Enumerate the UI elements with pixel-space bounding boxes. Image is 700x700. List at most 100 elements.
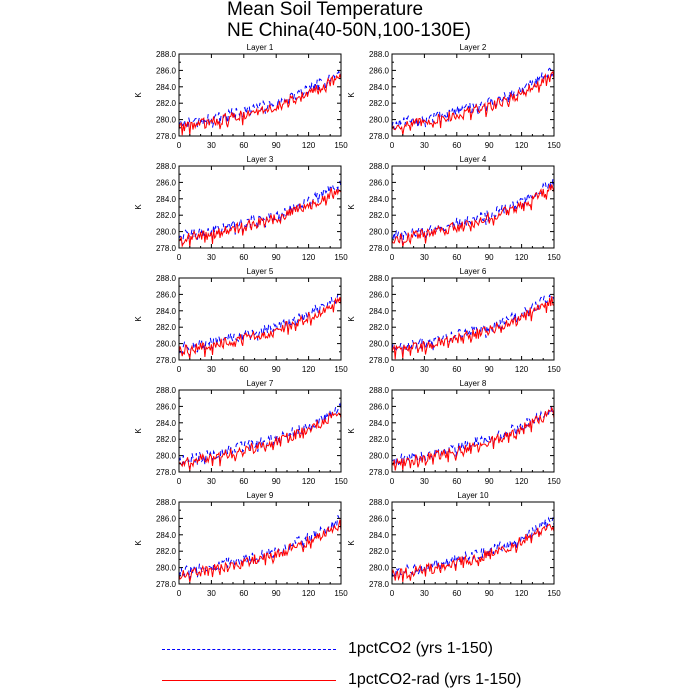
y-tick-label: 288.0 (369, 274, 390, 283)
series-line-2 (178, 411, 342, 471)
y-tick-label: 280.0 (156, 340, 177, 349)
series-line-2 (178, 297, 342, 359)
panel-5: Layer 5 0 30 60 90 120 150 278.0 280.0 282.0 284.0… (134, 267, 348, 374)
y-tick-label: 278.0 (156, 132, 177, 141)
x-tick-label: 30 (207, 477, 216, 486)
y-tick-label: 286.0 (156, 514, 177, 523)
x-tick-label: 60 (239, 253, 248, 262)
y-tick-label: 282.0 (369, 323, 390, 332)
y-tick-label: 282.0 (156, 435, 177, 444)
series-line-2 (391, 523, 555, 583)
x-tick-label: 90 (485, 589, 494, 598)
x-tick-label: 30 (420, 365, 429, 374)
y-tick-label: 280.0 (156, 452, 177, 461)
y-tick-label: 286.0 (156, 178, 177, 187)
x-tick-label: 0 (390, 589, 395, 598)
series-line-2 (391, 405, 555, 471)
y-tick-label: 286.0 (369, 178, 390, 187)
x-tick-label: 0 (390, 253, 395, 262)
series-line-2 (178, 187, 342, 248)
x-tick-label: 60 (452, 589, 461, 598)
x-tick-label: 120 (515, 589, 529, 598)
panel-1: Layer 1 0 30 60 90 120 150 278.0 280.0 282.0 284.0… (134, 43, 348, 150)
y-axis-label: K (134, 92, 143, 98)
y-tick-label: 280.0 (156, 228, 177, 237)
series-line-1 (178, 402, 342, 469)
plot-frame (391, 389, 555, 473)
y-axis-label: K (134, 540, 143, 546)
y-tick-label: 278.0 (156, 580, 177, 589)
y-axis-label: K (347, 428, 356, 434)
panel-4: Layer 4 0 30 60 90 120 150 278.0 280.0 282.0 284.0… (347, 155, 561, 262)
x-tick-label: 0 (177, 589, 182, 598)
y-tick-label: 280.0 (369, 228, 390, 237)
y-tick-label: 284.0 (369, 531, 390, 540)
x-tick-label: 60 (452, 477, 461, 486)
y-axis-label: K (134, 428, 143, 434)
series-line-2 (391, 184, 555, 247)
x-tick-label: 120 (515, 365, 529, 374)
panel-10: Layer 10 0 30 60 90 120 150 278.0 280.0 282.0 284.… (347, 491, 561, 598)
y-tick-label: 282.0 (369, 547, 390, 556)
y-tick-label: 284.0 (156, 195, 177, 204)
y-tick-label: 282.0 (156, 211, 177, 220)
x-tick-label: 120 (515, 253, 529, 262)
x-tick-label: 30 (420, 253, 429, 262)
plot-frame (391, 501, 555, 585)
y-axis-label: K (347, 540, 356, 546)
x-tick-label: 120 (302, 141, 316, 150)
x-tick-label: 150 (334, 589, 348, 598)
panel-9: Layer 9 0 30 60 90 120 150 278.0 280.0 282.0 284.0… (134, 491, 348, 598)
x-tick-label: 0 (390, 365, 395, 374)
y-tick-label: 288.0 (156, 50, 177, 59)
series-line-1 (391, 405, 555, 470)
x-tick-label: 90 (485, 365, 494, 374)
legend-line-1pctco2-rad (162, 680, 336, 681)
x-tick-label: 0 (390, 141, 395, 150)
panel-7: Layer 7 0 30 60 90 120 150 278.0 280.0 282.0 284.0… (134, 379, 348, 486)
y-tick-label: 286.0 (156, 66, 177, 75)
x-tick-label: 60 (239, 589, 248, 598)
y-tick-label: 284.0 (156, 83, 177, 92)
y-tick-label: 280.0 (369, 116, 390, 125)
y-tick-label: 288.0 (369, 50, 390, 59)
y-tick-label: 288.0 (156, 386, 177, 395)
series-line-2 (391, 295, 555, 360)
series-line-1 (178, 515, 342, 581)
panel-3: Layer 3 0 30 60 90 120 150 278.0 280.0 282.0 284.0… (134, 155, 348, 262)
y-axis-label: K (347, 204, 356, 210)
y-tick-label: 280.0 (369, 340, 390, 349)
x-tick-label: 30 (207, 589, 216, 598)
panel-6: Layer 6 0 30 60 90 120 150 278.0 280.0 282.0 284.0… (347, 267, 561, 374)
panel-title: Layer 4 (460, 155, 487, 164)
y-tick-label: 286.0 (156, 402, 177, 411)
panel-title: Layer 5 (247, 267, 274, 276)
y-tick-label: 280.0 (156, 116, 177, 125)
series-line-1 (391, 67, 555, 130)
x-tick-label: 0 (177, 141, 182, 150)
y-tick-label: 278.0 (369, 132, 390, 141)
series-line-1 (391, 294, 555, 357)
series-line-2 (178, 73, 342, 136)
y-tick-label: 286.0 (369, 66, 390, 75)
x-tick-label: 150 (334, 365, 348, 374)
y-axis-label: K (347, 92, 356, 98)
y-tick-label: 288.0 (369, 162, 390, 171)
panel-2: Layer 2 0 30 60 90 120 150 278.0 280.0 282.0 284.0… (347, 43, 561, 150)
y-tick-label: 286.0 (156, 290, 177, 299)
y-tick-label: 278.0 (369, 244, 390, 253)
x-tick-label: 120 (302, 477, 316, 486)
y-tick-label: 280.0 (156, 564, 177, 573)
y-tick-label: 286.0 (369, 290, 390, 299)
x-tick-label: 60 (452, 365, 461, 374)
y-tick-label: 284.0 (156, 419, 177, 428)
y-tick-label: 286.0 (369, 514, 390, 523)
y-tick-label: 278.0 (369, 580, 390, 589)
x-tick-label: 120 (302, 365, 316, 374)
chart-title: Mean Soil Temperature (227, 0, 424, 20)
x-tick-label: 150 (334, 253, 348, 262)
x-tick-label: 60 (239, 365, 248, 374)
chart-subtitle: NE China(40-50N,100-130E) (227, 20, 471, 41)
y-tick-label: 278.0 (156, 468, 177, 477)
